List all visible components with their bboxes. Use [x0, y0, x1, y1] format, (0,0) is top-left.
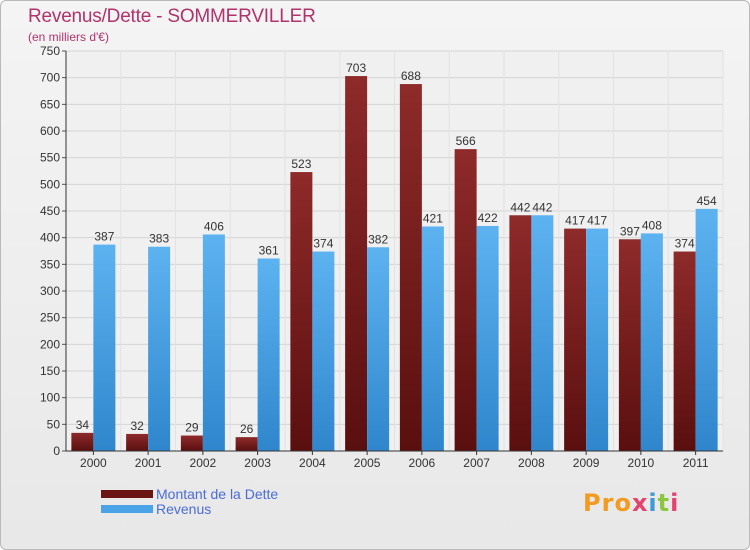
logo-letter: i — [670, 489, 680, 517]
bar-revenus — [531, 215, 554, 451]
bar-dette — [235, 437, 258, 451]
proxiti-logo: Proxiti — [583, 489, 679, 517]
y-tick-label: 400 — [40, 231, 60, 245]
y-tick-label: 700 — [40, 71, 60, 85]
bars-layer — [71, 76, 718, 452]
data-label: 417 — [565, 214, 585, 228]
legend-swatch-revenus — [101, 505, 153, 513]
x-tick-label: 2005 — [354, 456, 381, 470]
x-tick-label: 2011 — [683, 456, 709, 470]
labels-layer: 34 387 32 383 29 406 26 361 523 374 703 382 688 421 56… — [76, 61, 717, 436]
x-tick-label: 2002 — [190, 456, 217, 470]
y-tick-label: 750 — [40, 44, 60, 58]
data-label: 421 — [423, 211, 443, 225]
x-tick-label: 2003 — [244, 456, 271, 470]
y-tick-label: 350 — [40, 257, 60, 271]
data-label: 29 — [185, 421, 199, 435]
data-label: 406 — [204, 219, 224, 233]
y-tick-label: 50 — [47, 417, 61, 431]
bar-dette — [618, 239, 641, 451]
chart-title: Revenus/Dette - SOMMERVILLER — [28, 6, 316, 27]
x-tick-label: 2001 — [135, 456, 162, 470]
bar-revenus — [148, 246, 171, 451]
bar-revenus — [257, 258, 280, 451]
y-tick-label: 500 — [40, 177, 60, 191]
bar-dette — [399, 84, 422, 452]
x-tick-label: 2007 — [463, 456, 490, 470]
bar-revenus — [640, 233, 663, 451]
y-tick-label: 550 — [40, 151, 60, 165]
y-tick-label: 300 — [40, 284, 60, 298]
bar-revenus — [476, 225, 499, 451]
data-label: 688 — [401, 69, 421, 83]
y-tick-label: 150 — [40, 364, 60, 378]
bar-revenus — [367, 247, 390, 451]
x-tick-label: 2008 — [518, 456, 545, 470]
bar-dette — [345, 76, 368, 452]
bar-revenus — [202, 234, 225, 451]
x-tick-label: 2006 — [409, 456, 436, 470]
data-label: 454 — [697, 194, 717, 208]
data-label: 34 — [76, 418, 90, 432]
y-tick-label: 200 — [40, 337, 60, 351]
bar-revenus — [421, 226, 444, 451]
bar-revenus — [312, 251, 335, 451]
bar-dette — [454, 149, 477, 451]
data-label: 397 — [620, 224, 640, 238]
data-label: 26 — [240, 422, 254, 436]
y-tick-label: 0 — [53, 444, 60, 458]
data-label: 374 — [313, 237, 333, 251]
data-label: 32 — [130, 419, 144, 433]
logo-letter: o — [614, 489, 632, 517]
data-label: 422 — [478, 211, 498, 225]
bar-dette — [509, 215, 532, 451]
data-label: 703 — [346, 61, 366, 75]
x-tick-label: 2010 — [628, 456, 655, 470]
data-label: 374 — [675, 237, 695, 251]
logo-letter: x — [631, 489, 649, 517]
logo-letter: r — [601, 489, 615, 517]
data-label: 523 — [291, 157, 311, 171]
data-label: 442 — [510, 200, 530, 214]
data-label: 408 — [642, 218, 662, 232]
y-tick-label: 650 — [40, 97, 60, 111]
bar-dette — [564, 228, 587, 451]
data-label: 566 — [456, 134, 476, 148]
bar-dette — [290, 172, 313, 452]
y-tick-label: 600 — [40, 124, 60, 138]
data-label: 383 — [149, 232, 169, 246]
data-label: 361 — [259, 243, 279, 257]
bar-dette — [71, 432, 94, 451]
legend-label-debt: Montant de la Dette — [156, 486, 279, 502]
axes-layer: 0 50 100 150 200 250 300 350 400 450 500 550 600 650 7… — [40, 44, 723, 470]
y-tick-label: 100 — [40, 391, 60, 405]
bar-dette — [673, 251, 696, 451]
data-label: 382 — [368, 232, 388, 246]
x-tick-label: 2000 — [80, 456, 107, 470]
y-tick-label: 450 — [40, 204, 60, 218]
legend-label-revenus: Revenus — [156, 501, 212, 517]
chart-subtitle: (en milliers d'€) — [28, 30, 109, 44]
bar-revenus — [586, 228, 609, 451]
y-tick-label: 250 — [40, 311, 60, 325]
bar-dette — [180, 435, 203, 451]
data-label: 442 — [532, 200, 552, 214]
x-tick-label: 2009 — [573, 456, 600, 470]
logo-letter: t — [657, 489, 671, 517]
logo-letter: i — [648, 489, 658, 517]
bar-dette — [126, 433, 149, 451]
data-label: 417 — [587, 214, 607, 228]
bar-revenus — [695, 208, 718, 451]
x-tick-label: 2004 — [299, 456, 326, 470]
data-label: 387 — [94, 230, 114, 244]
logo-letter: P — [583, 489, 602, 517]
bar-revenus — [93, 244, 116, 451]
legend-swatch-debt — [101, 490, 153, 498]
